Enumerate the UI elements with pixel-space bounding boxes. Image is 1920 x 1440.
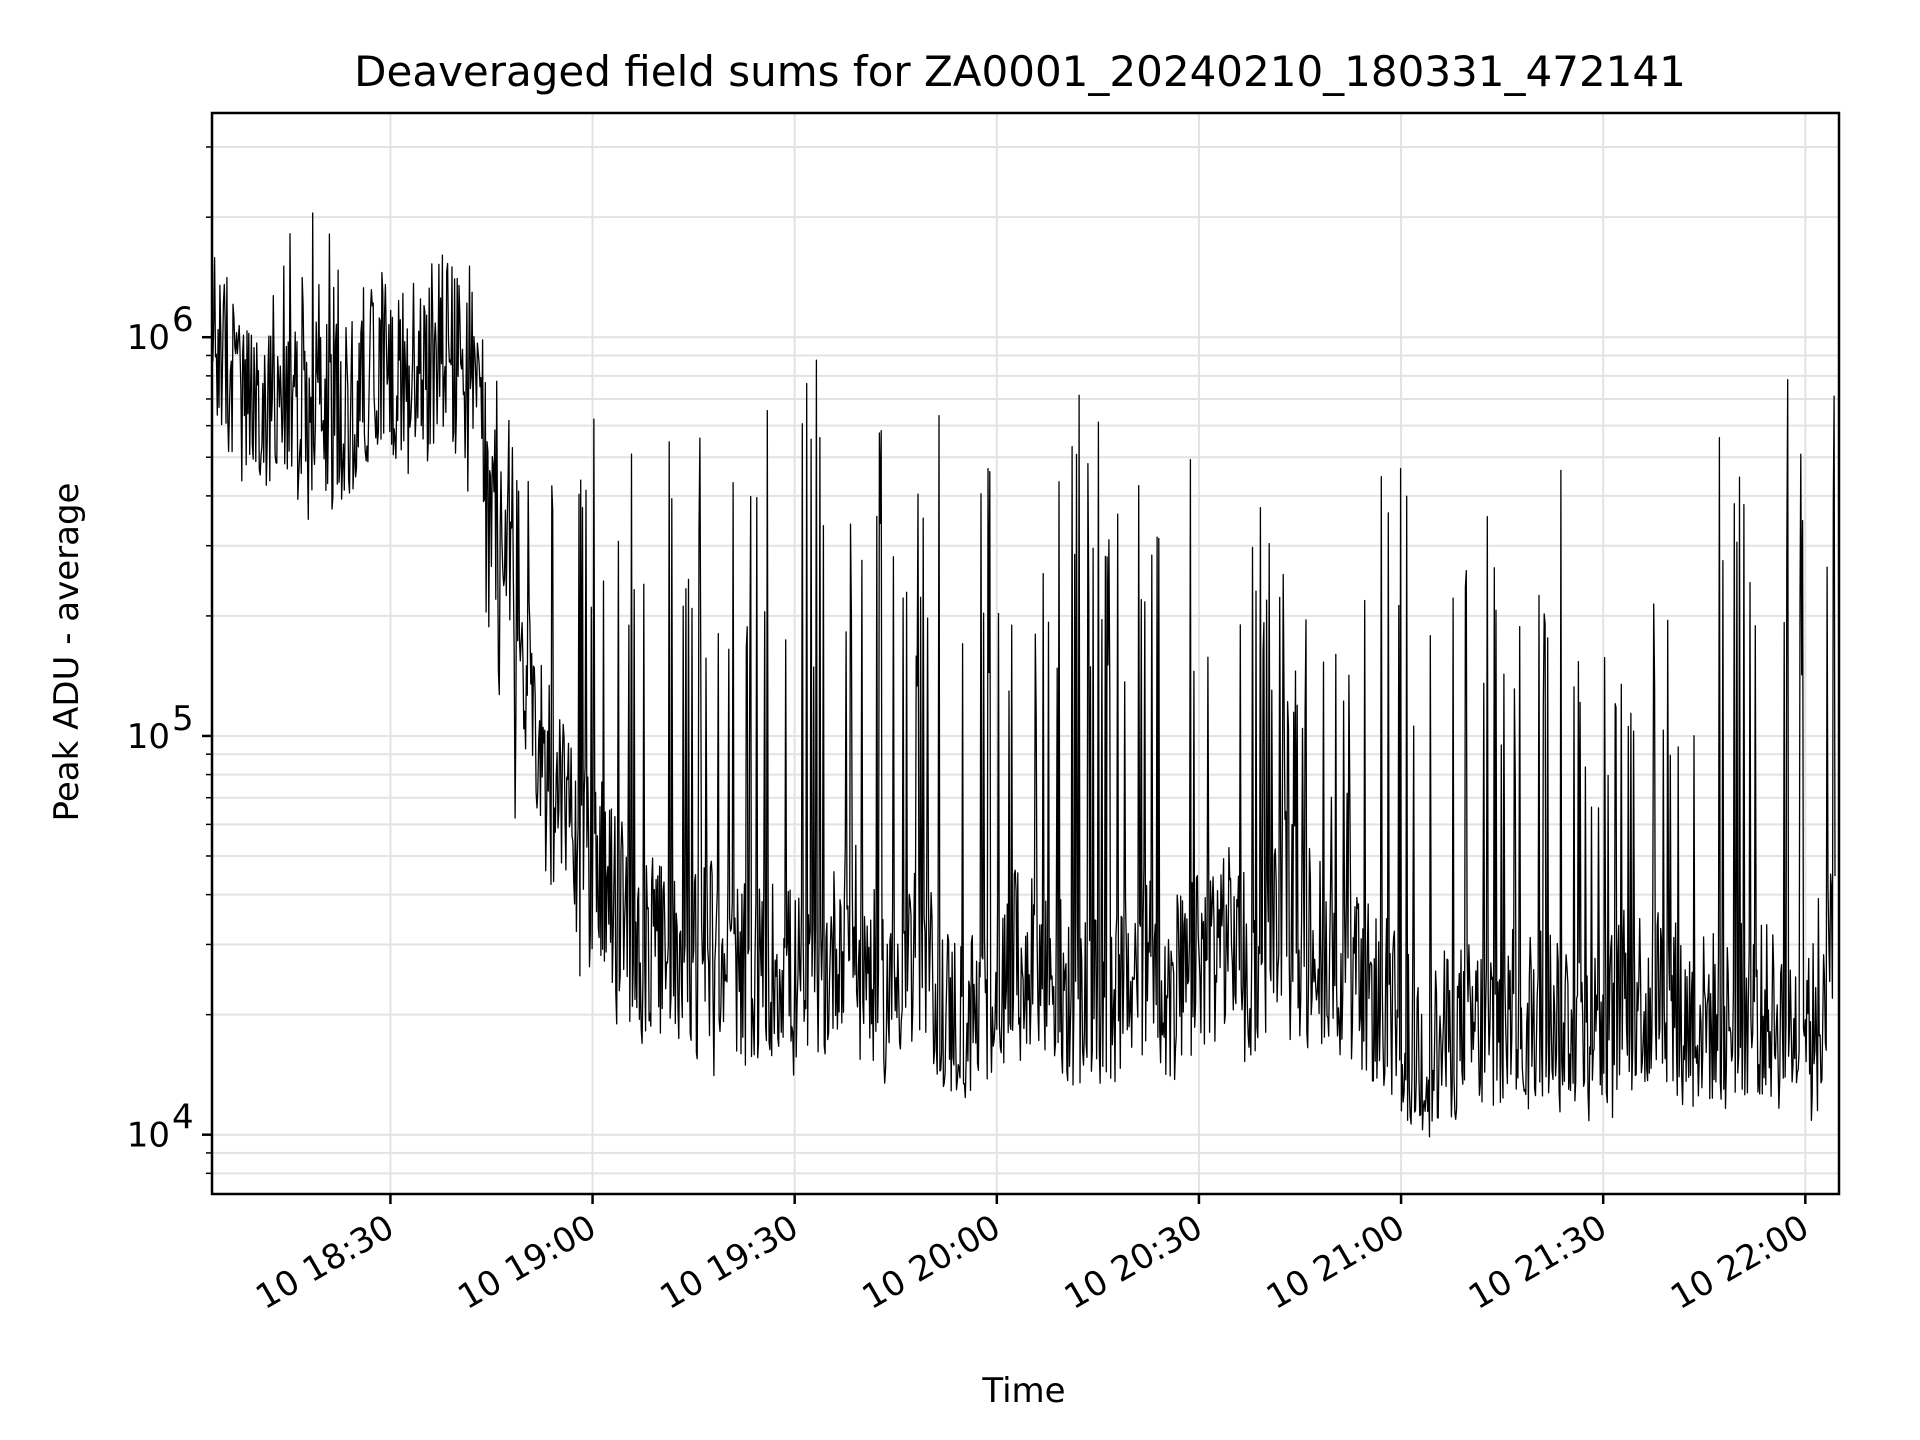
y-tick-label: 10 — [127, 318, 170, 358]
plot-frame — [210, 111, 1841, 1196]
chart-title: Deaveraged field sums for ZA0001_2024021… — [354, 47, 1686, 96]
y-tick-label: 10 — [127, 1116, 170, 1156]
y-axis-label: Peak ADU - average — [47, 483, 87, 822]
y-tick-exponent: 4 — [172, 1098, 194, 1138]
y-tick-exponent: 5 — [172, 699, 194, 739]
y-tick-exponent: 6 — [172, 300, 194, 340]
x-axis-label: Time — [981, 1371, 1065, 1411]
series-line — [211, 212, 1836, 1138]
y-tick-label: 10 — [127, 717, 170, 757]
series-layer — [211, 212, 1836, 1138]
